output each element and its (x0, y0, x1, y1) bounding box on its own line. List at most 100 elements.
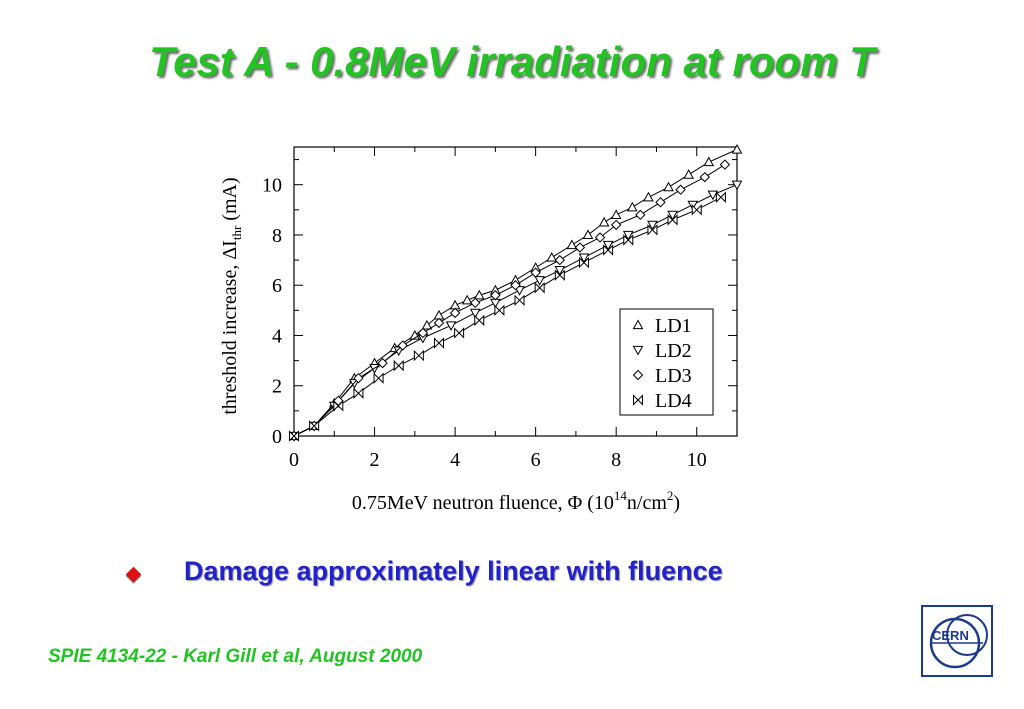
plot-border (293, 146, 738, 437)
legend-marker (633, 394, 643, 406)
data-point (514, 294, 525, 307)
y-axis-label-main: threshold increase, ΔI (219, 240, 241, 414)
data-point (566, 239, 578, 250)
data-point (715, 191, 726, 203)
x-axis-label-sup2: 2 (667, 488, 674, 503)
data-point (490, 290, 501, 301)
data-point (397, 340, 408, 351)
data-point (675, 184, 686, 195)
x-axis-label-mid: n/cm (627, 492, 667, 514)
data-point (454, 327, 465, 339)
data-point (578, 256, 589, 269)
data-point (530, 267, 541, 278)
y-tick-label: 6 (272, 275, 282, 297)
x-tick-label: 10 (687, 449, 707, 471)
data-point (691, 204, 702, 216)
legend-label: LD4 (655, 390, 692, 412)
data-point (731, 143, 743, 154)
legend-label: LD1 (655, 315, 692, 337)
x-tick-label: 0 (289, 449, 299, 471)
data-point (731, 180, 743, 191)
data-point (578, 253, 590, 264)
data-point (534, 276, 546, 286)
data-point (534, 282, 545, 294)
y-tick-label: 0 (272, 426, 282, 448)
data-point (353, 372, 364, 384)
data-point (469, 308, 481, 319)
legend-marker (632, 319, 644, 330)
data-point (510, 280, 521, 291)
data-point (699, 171, 710, 183)
data-point (643, 191, 654, 202)
series-ld4 (289, 191, 726, 442)
x-axis-label: 0.75MeV neutron fluence, Φ (1014n/cm2) (352, 488, 680, 514)
data-point (470, 297, 481, 309)
data-point (445, 321, 457, 331)
series-layer (288, 143, 743, 442)
y-axis-label-end: (mA) (219, 177, 241, 225)
svg-text:CERN: CERN (932, 628, 969, 643)
bullet-text: Damage approximately linear with fluence (184, 556, 723, 586)
x-axis-label-sup1: 14 (614, 488, 628, 503)
data-point (622, 230, 634, 241)
data-point (349, 379, 360, 389)
x-tick-label: 6 (531, 449, 541, 471)
x-tick-label: 2 (370, 449, 380, 471)
data-point (598, 216, 610, 227)
legend-marker (632, 345, 644, 356)
data-point (574, 242, 586, 253)
y-axis-label: threshold increase, ΔIthr (mA) (219, 177, 244, 414)
data-point (610, 219, 622, 231)
data-point (417, 327, 429, 339)
data-point (554, 254, 566, 266)
data-point (546, 252, 558, 262)
tick-labels: 0 2 4 6 8 10 0 2 4 6 8 10 (262, 175, 707, 471)
data-point (667, 210, 678, 221)
data-point (663, 181, 674, 192)
data-point (626, 201, 638, 212)
legend-label: LD3 (655, 365, 692, 387)
x-axis-label-end: ) (673, 492, 680, 514)
data-point (393, 359, 404, 372)
data-point (433, 337, 444, 349)
data-point (719, 159, 731, 170)
data-point (309, 420, 320, 432)
data-point (333, 400, 344, 412)
data-point (554, 269, 565, 281)
data-point (554, 266, 566, 276)
data-point (473, 289, 485, 300)
y-tick-label: 10 (262, 175, 282, 197)
legend-label: LD2 (655, 340, 692, 362)
data-point (683, 169, 695, 179)
data-point (667, 214, 678, 226)
data-point (602, 240, 614, 251)
data-point (647, 220, 658, 231)
data-point (635, 209, 646, 221)
data-point (433, 317, 445, 329)
y-tick-label: 2 (272, 376, 282, 398)
data-point (289, 430, 299, 442)
y-tick-label: 8 (272, 225, 282, 247)
x-tick-label: 4 (450, 449, 460, 471)
data-point (610, 209, 622, 219)
data-point (594, 232, 606, 243)
data-point (623, 234, 634, 246)
data-point (449, 307, 461, 319)
x-tick-label: 8 (611, 449, 621, 471)
data-point (461, 294, 473, 305)
data-point (474, 314, 485, 327)
legend-marker (632, 369, 644, 381)
x-axis-label-main: 0.75MeV neutron fluence, Φ (10 (352, 492, 614, 514)
y-tick-label: 4 (272, 325, 282, 347)
data-point (353, 387, 364, 399)
data-point (413, 349, 424, 362)
plot-frame (293, 146, 738, 437)
y-axis-label-sub: thr (229, 225, 244, 240)
slide-title: Test A - 0.8MeV irradiation at room T (149, 38, 875, 85)
data-point (707, 190, 719, 201)
data-point (647, 224, 658, 236)
legend: LD1 LD2 LD3 LD4 (619, 308, 714, 416)
cern-logo: CERN (921, 605, 993, 677)
data-point (582, 229, 594, 240)
